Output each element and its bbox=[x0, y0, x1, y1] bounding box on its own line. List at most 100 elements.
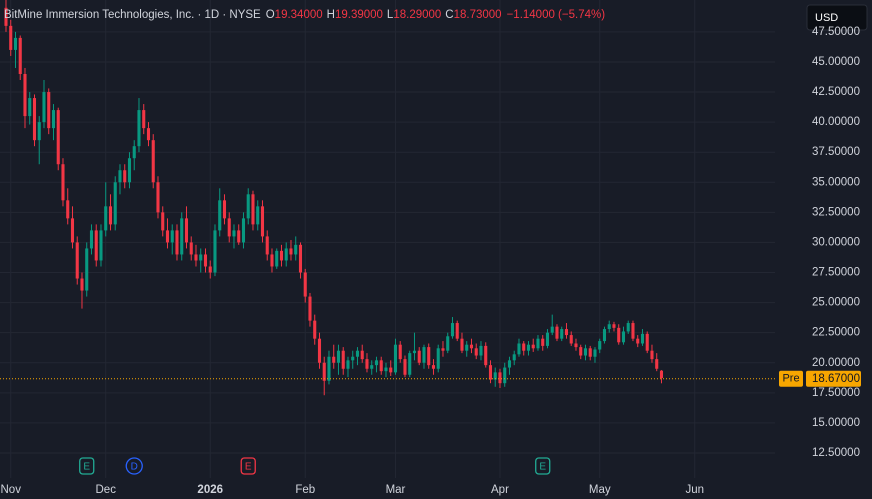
candle-body bbox=[9, 25, 13, 50]
candle-body bbox=[108, 206, 113, 225]
candle-body bbox=[389, 367, 393, 373]
candle-body bbox=[313, 320, 317, 339]
candle-body bbox=[13, 37, 18, 50]
candle-body bbox=[332, 356, 336, 363]
overlay: Pre 18.67000 E D E E bbox=[0, 370, 861, 475]
x-tick-label: Mar bbox=[386, 484, 406, 496]
x-tick-label: Dec bbox=[96, 484, 117, 496]
candle-body bbox=[498, 372, 502, 384]
candle-body bbox=[94, 230, 98, 261]
candle-body bbox=[256, 206, 260, 225]
readout-key: O bbox=[266, 9, 275, 21]
candle-body bbox=[37, 122, 41, 141]
candle-body bbox=[446, 336, 450, 351]
candle-body bbox=[237, 230, 241, 243]
candle-body bbox=[189, 242, 193, 255]
candle-body bbox=[659, 370, 664, 379]
candle-body bbox=[460, 338, 464, 351]
candle-body bbox=[374, 360, 379, 366]
y-tick-label: 15.00000 bbox=[812, 417, 860, 429]
candle-body bbox=[23, 73, 27, 117]
candle-body bbox=[275, 250, 279, 267]
candle-body bbox=[165, 230, 170, 243]
candle-body bbox=[560, 329, 564, 339]
readout-key: C bbox=[445, 9, 453, 21]
x-tick-label: 2026 bbox=[197, 484, 223, 496]
event-label: E bbox=[539, 462, 546, 473]
candle-body bbox=[655, 359, 659, 369]
readout-change: −1.14000 (−5.74%) bbox=[507, 9, 606, 21]
y-tick-label: 47.50000 bbox=[812, 26, 860, 38]
candle-body bbox=[579, 347, 583, 356]
candle-body bbox=[156, 182, 160, 213]
candle-body bbox=[631, 323, 635, 339]
candle-body bbox=[51, 110, 56, 129]
candle-body bbox=[4, 7, 8, 26]
candle-body bbox=[161, 212, 165, 231]
candle-body bbox=[583, 348, 588, 356]
candle-body bbox=[241, 218, 246, 243]
currency-button[interactable]: USD bbox=[806, 4, 868, 31]
candle-body bbox=[564, 329, 569, 336]
candle-body bbox=[322, 362, 326, 381]
candle-body bbox=[507, 360, 512, 368]
y-tick-label: 32.50000 bbox=[812, 206, 860, 218]
candle-body bbox=[417, 350, 421, 363]
event-icon bbox=[79, 457, 95, 475]
candle-body bbox=[636, 338, 640, 344]
candle-body bbox=[455, 323, 459, 339]
y-tick-label: 20.00000 bbox=[812, 357, 860, 369]
x-tick-label: Nov bbox=[1, 484, 22, 496]
candle-body bbox=[503, 367, 507, 384]
candle-body bbox=[18, 37, 22, 74]
candle-body bbox=[47, 92, 51, 129]
candle-body bbox=[265, 236, 269, 255]
candle-body bbox=[42, 92, 46, 123]
candle-body bbox=[80, 278, 84, 291]
candle-body bbox=[199, 254, 203, 261]
candle-body bbox=[384, 367, 388, 372]
candle-body bbox=[465, 344, 469, 351]
readout-value: 18.73000 bbox=[454, 9, 502, 21]
readout-value: 19.34000 bbox=[275, 9, 323, 21]
candle-body bbox=[61, 164, 65, 201]
candle-body bbox=[99, 230, 103, 261]
candle-body bbox=[545, 332, 550, 346]
y-tick-label: 45.00000 bbox=[812, 56, 860, 68]
candle-body bbox=[355, 350, 360, 357]
candle-body bbox=[360, 350, 364, 360]
event-icon bbox=[125, 457, 143, 475]
candle-body bbox=[89, 230, 94, 249]
candle-body bbox=[56, 110, 60, 165]
candle-body bbox=[146, 128, 151, 141]
candle-body bbox=[260, 206, 265, 237]
candle-body bbox=[450, 323, 455, 337]
legend: BitMine Immersion Technologies, Inc. · 1… bbox=[4, 9, 605, 21]
currency-box[interactable] bbox=[806, 4, 868, 31]
candle-body bbox=[32, 98, 37, 141]
readout-key: H bbox=[327, 9, 335, 21]
readout-key: L bbox=[387, 9, 394, 21]
candle-body bbox=[650, 350, 654, 360]
candle-body bbox=[512, 354, 516, 361]
candle-body bbox=[422, 347, 426, 363]
candle-body bbox=[436, 348, 440, 369]
candle-body bbox=[66, 200, 70, 219]
candle-body bbox=[393, 344, 398, 373]
candle-body bbox=[203, 254, 208, 267]
pre-tag-box bbox=[779, 370, 803, 387]
candle-body bbox=[341, 350, 345, 369]
candle-body bbox=[175, 230, 179, 255]
candle-body bbox=[251, 194, 255, 225]
y-tick-label: 27.50000 bbox=[812, 267, 860, 279]
currency-label[interactable]: USD bbox=[815, 12, 838, 24]
candle-body bbox=[479, 345, 483, 356]
candle-body bbox=[484, 345, 488, 366]
candle-body bbox=[289, 248, 293, 255]
y-tick-label: 25.00000 bbox=[812, 297, 860, 309]
candle-body bbox=[184, 218, 189, 243]
candle-body bbox=[232, 230, 236, 237]
candle-body bbox=[351, 356, 355, 361]
